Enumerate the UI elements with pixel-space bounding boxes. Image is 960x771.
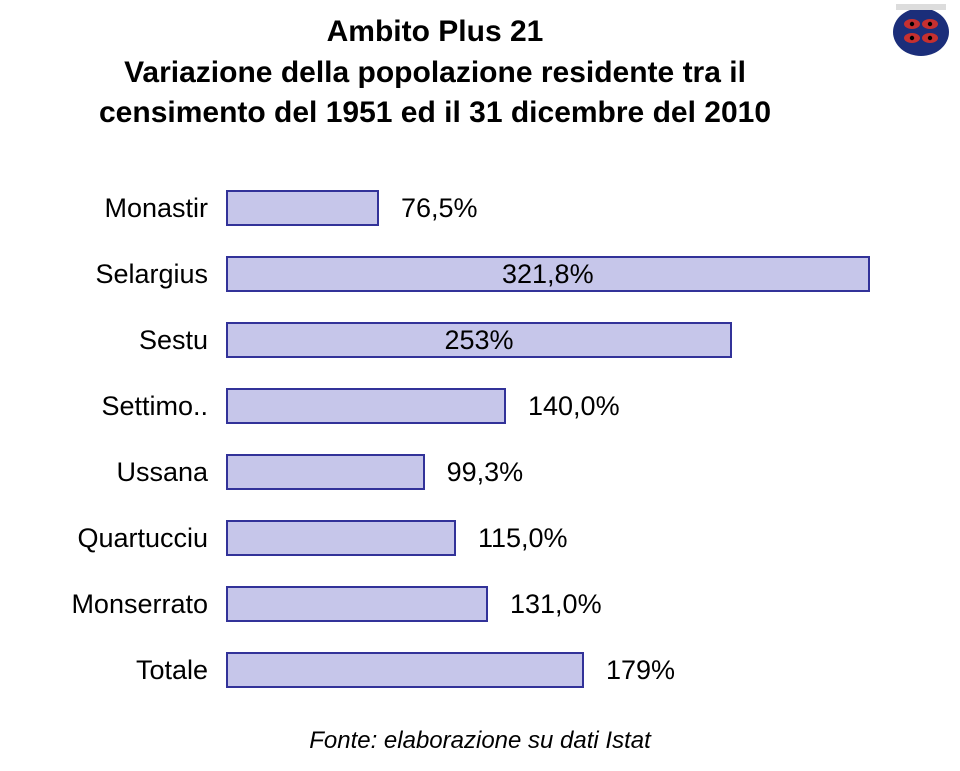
category-label: Monserrato [38,589,226,620]
bar-value-label: 131,0% [488,586,602,622]
bar [226,190,379,226]
title-line-2: Variazione della popolazione residente t… [0,53,870,94]
bar-zone: 115,0% [226,520,938,556]
bar [226,652,584,688]
chart-row: Monserrato 131,0% [38,571,938,637]
category-label: Totale [38,655,226,686]
title-line-3: censimento del 1951 ed il 31 dicembre de… [0,93,870,134]
bar-value-label: 99,3% [425,454,524,490]
bar-value-label: 321,8% [226,256,870,292]
source-caption: Fonte: elaborazione su dati Istat [0,727,960,755]
category-label: Ussana [38,457,226,488]
bar [226,586,488,622]
chart-row: Ussana 99,3% [38,439,938,505]
bar-zone: 131,0% [226,586,938,622]
bar [226,520,456,556]
bar [226,454,425,490]
bar-value-label: 140,0% [506,388,620,424]
bar-zone: 253% [226,322,938,358]
category-label: Monastir [38,193,226,224]
bar-zone: 76,5% [226,190,938,226]
chart-row: Totale 179% [38,637,938,703]
bar [226,388,506,424]
title-line-1: Ambito Plus 21 [0,12,870,53]
bar-value-label: 253% [226,322,732,358]
chart-row: Monastir 76,5% [38,175,938,241]
bar-value-label: 179% [584,652,675,688]
chart-row: Quartucciu 115,0% [38,505,938,571]
bar-zone: 140,0% [226,388,938,424]
chart-row: Settimo.. 140,0% [38,373,938,439]
category-label: Quartucciu [38,523,226,554]
category-label: Settimo.. [38,391,226,422]
bar-value-label: 115,0% [456,520,568,556]
chart-row: Sestu253% [38,307,938,373]
chart-row: Selargius321,8% [38,241,938,307]
title-block: Ambito Plus 21 Variazione della popolazi… [0,12,870,134]
bar-zone: 321,8% [226,256,938,292]
category-label: Sestu [38,325,226,356]
slide-stage: Ambito Plus 21 Variazione della popolazi… [0,0,960,771]
bar-chart: Monastir76,5%Selargius321,8%Sestu253%Set… [38,175,938,703]
bar-zone: 99,3% [226,454,938,490]
bar-zone: 179% [226,652,938,688]
bar-value-label: 76,5% [379,190,478,226]
logo-icon [890,2,952,58]
category-label: Selargius [38,259,226,290]
